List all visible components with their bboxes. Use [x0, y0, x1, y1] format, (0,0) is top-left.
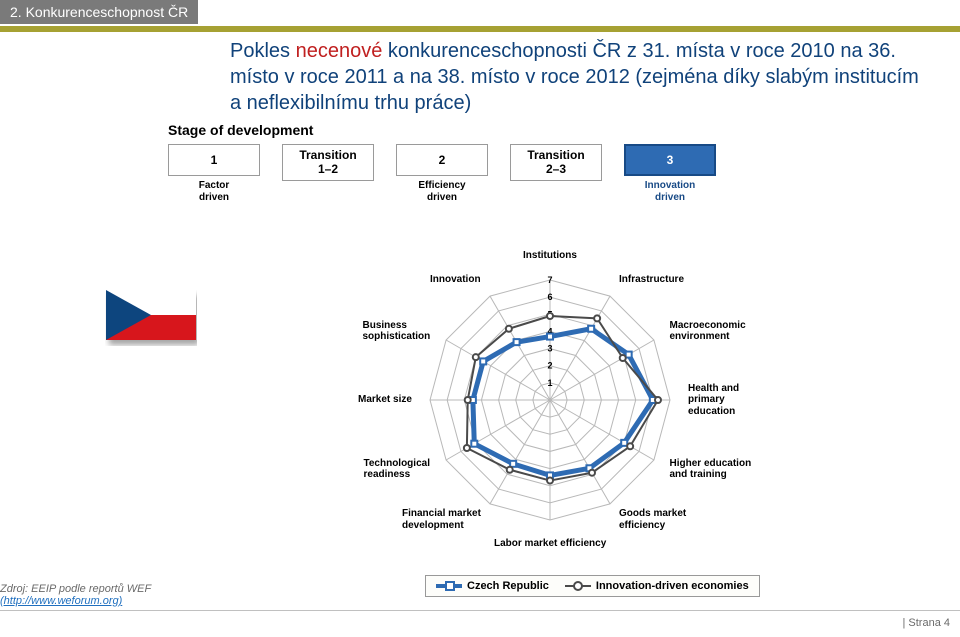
- page-title: Pokles necenové konkurenceschopnosti ČR …: [230, 38, 930, 116]
- footer-divider: [0, 610, 960, 611]
- stage-heading: Stage of development: [168, 122, 313, 138]
- legend-swatch: [436, 580, 462, 592]
- axis-label: Market size: [358, 394, 412, 406]
- axis-label: Goods market efficiency: [619, 508, 686, 531]
- page-number: | Strana 4: [902, 617, 950, 629]
- stage-box: Transition 1–2: [282, 144, 374, 181]
- legend-item: Innovation-driven economies: [565, 580, 749, 592]
- stage-box: 1: [168, 144, 260, 176]
- svg-text:7: 7: [547, 275, 552, 285]
- stage-cell-3: Transition 2–3: [510, 144, 602, 185]
- stage-cell-2: 2 Efficiency driven: [396, 144, 488, 204]
- accent-bar: [0, 26, 960, 32]
- stage-cell-4: 3 Innovation driven: [624, 144, 716, 204]
- legend-label: Innovation-driven economies: [596, 580, 749, 592]
- source-text: Zdroj: EEIP podle reportů WEF: [0, 583, 151, 595]
- axis-label: Innovation: [430, 274, 481, 286]
- radar-chart: 1234567 InstitutionsInfrastructureMacroe…: [275, 230, 825, 570]
- source-citation: Zdroj: EEIP podle reportů WEF (http://ww…: [0, 583, 151, 607]
- svg-text:6: 6: [547, 292, 552, 302]
- axis-label: Financial market development: [402, 508, 481, 531]
- stage-cell-0: 1 Factor driven: [168, 144, 260, 204]
- axis-label: Higher education and training: [670, 458, 752, 481]
- stage-box: 2: [396, 144, 488, 176]
- axis-label: Technological readiness: [363, 458, 430, 481]
- svg-text:2: 2: [547, 361, 552, 371]
- stage-box: 3: [624, 144, 716, 176]
- axis-label: Health and primary education: [688, 383, 739, 418]
- section-tab: 2. Konkurenceschopnost ČR: [0, 0, 198, 24]
- chart-legend: Czech Republic Innovation-driven economie…: [425, 575, 760, 597]
- czech-flag: [105, 290, 197, 351]
- source-link[interactable]: (http://www.weforum.org): [0, 595, 122, 607]
- stage-cell-1: Transition 1–2: [282, 144, 374, 185]
- title-emphasis: necenové: [296, 40, 383, 62]
- axis-label: Institutions: [523, 250, 577, 262]
- stage-box: Transition 2–3: [510, 144, 602, 181]
- svg-text:3: 3: [547, 344, 552, 354]
- legend-label: Czech Republic: [467, 580, 549, 592]
- title-part1: Pokles: [230, 40, 296, 62]
- stage-row: 1 Factor driven Transition 1–2 2 Efficiency …: [168, 144, 716, 204]
- stage-label: Factor driven: [168, 180, 260, 204]
- legend-swatch: [565, 580, 591, 592]
- legend-item: Czech Republic: [436, 580, 549, 592]
- axis-label: Labor market efficiency: [494, 538, 606, 550]
- axis-label: Macroeconomic environment: [670, 320, 746, 343]
- page-number-label: Strana 4: [908, 617, 950, 629]
- stage-label: Efficiency driven: [396, 180, 488, 204]
- svg-text:1: 1: [547, 378, 552, 388]
- stage-label: Innovation driven: [624, 180, 716, 204]
- axis-label: Infrastructure: [619, 274, 684, 286]
- axis-label: Business sophistication: [362, 320, 430, 343]
